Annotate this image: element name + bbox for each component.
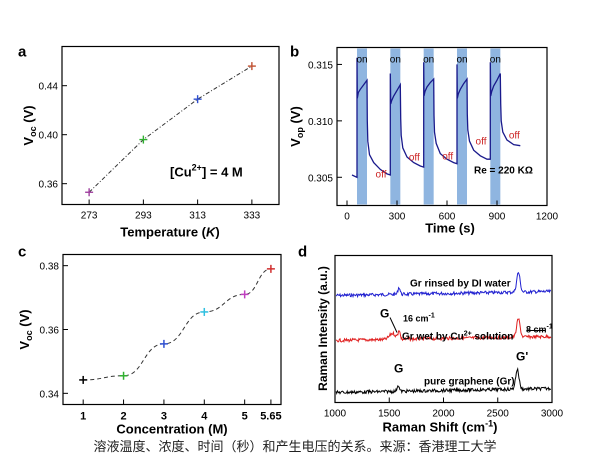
on-label: on	[423, 55, 434, 66]
panel-d-x-ticks: 1000 1500 2000 2500 3000	[324, 397, 564, 420]
panel-d-g-black: G	[394, 362, 403, 376]
panel-a-x-ticks: 273 293 313 333	[81, 199, 261, 222]
y-tick-label: 0.36	[40, 326, 60, 337]
panel-a: a 0.36 0.40 0.44 273 293 313 333 Voc (V) Temp…	[18, 44, 280, 240]
panel-d-y-axis-label: Raman Intensity (a.u.)	[316, 266, 330, 391]
x-tick-label: 5	[242, 411, 248, 423]
panel-d-x-axis-label: Raman Shift (cm-1)	[383, 419, 498, 435]
panel-a-y-axis-label: Voc (V)	[21, 105, 38, 145]
x-tick-label: 900	[489, 212, 506, 223]
x-tick-label: 1000	[324, 409, 347, 420]
panel-d-label: d	[298, 244, 307, 261]
panel-d-8cm: 8 cm-1	[526, 324, 553, 335]
panel-a-y-ticks: 0.36 0.40 0.44	[39, 82, 67, 191]
on-label: on	[490, 55, 501, 66]
x-tick-label: 600	[439, 212, 456, 223]
x-tick-label: 1200	[536, 212, 559, 223]
panel-d-16cm: 16 cm-1	[403, 313, 435, 324]
panel-b-on-bands	[357, 48, 501, 205]
x-tick-label: 273	[81, 211, 98, 222]
on-band	[457, 48, 467, 205]
on-band	[390, 48, 401, 205]
figure-caption: 溶液温度、浓度、时间（秒）和产生电压的关系。来源：香港理工大学	[93, 440, 497, 455]
panel-d-g-red: G	[380, 307, 389, 321]
x-tick-label: 293	[135, 211, 152, 222]
on-label: on	[356, 55, 367, 66]
y-tick-label: 0.36	[39, 180, 59, 191]
raman-spectrum	[335, 271, 551, 299]
y-tick-label: 0.310	[308, 117, 333, 128]
panel-a-plot	[85, 62, 256, 197]
panel-c-frame	[62, 253, 282, 406]
panel-b-resistance-label: Re = 220 KΩ	[474, 166, 533, 177]
panel-d-gprime-black: G'	[516, 350, 528, 364]
x-tick-label: 2	[120, 411, 126, 423]
x-tick-label: 3	[161, 411, 167, 423]
x-tick-label: 3000	[541, 409, 564, 420]
on-band	[490, 48, 501, 205]
panel-c-y-ticks: 0.34 0.36 0.38	[40, 262, 68, 400]
panel-a-annotation: [Cu2+] = 4 M	[170, 163, 243, 180]
panel-d: d 1000 1500 2000 2500 3000 Raman Intensity (…	[298, 244, 564, 435]
panel-b-x-axis-label: Time (s)	[425, 221, 475, 236]
x-tick-label: 2000	[432, 409, 455, 420]
panel-d-label-blue: Gr rinsed by DI water	[410, 279, 511, 290]
panel-a-label: a	[18, 44, 27, 61]
panel-c-y-axis-label: Voc (V)	[17, 309, 34, 349]
x-tick-label: 4	[201, 411, 208, 423]
y-tick-label: 0.40	[39, 131, 59, 142]
panel-d-label-red: Gr wet by Cu2+ solution	[402, 331, 513, 343]
panel-b-frame	[336, 46, 548, 207]
on-band	[357, 48, 367, 205]
off-label: off	[509, 131, 520, 142]
y-tick-label: 0.44	[39, 82, 59, 93]
panel-d-plot	[335, 271, 552, 395]
series-line	[88, 65, 253, 193]
off-label: off	[376, 170, 387, 181]
panel-a-x-axis-label: Temperature (K)	[120, 225, 219, 240]
off-label: off	[409, 153, 420, 164]
panel-a-frame	[61, 45, 280, 206]
x-tick-label: 2500	[487, 409, 510, 420]
x-tick-label: 1	[80, 411, 86, 423]
panel-b-y-ticks: 0.305 0.310 0.315	[308, 60, 342, 184]
panel-b-y-axis-label: Vop (V)	[288, 106, 305, 147]
panel-d-label-black: pure graphene (Gr)	[424, 377, 515, 388]
g-arrow	[389, 317, 398, 333]
raman-spectrum	[335, 318, 552, 344]
series-line	[83, 268, 271, 381]
y-tick-label: 0.315	[308, 60, 333, 71]
panel-b-plot	[351, 57, 521, 179]
y-tick-label: 0.305	[308, 173, 333, 184]
x-tick-label: 333	[244, 211, 261, 222]
x-tick-label: 313	[189, 211, 206, 222]
off-label: off	[476, 137, 487, 148]
panel-b-label: b	[290, 44, 299, 61]
x-tick-label: 5.65	[260, 411, 281, 423]
on-band	[423, 48, 434, 205]
on-label: on	[390, 55, 401, 66]
x-tick-label: 300	[389, 212, 406, 223]
panel-b-on-off-labels: on off on off on off on off on off	[356, 55, 520, 181]
y-tick-label: 0.34	[40, 389, 60, 400]
y-tick-label: 0.38	[40, 262, 60, 273]
panel-c-plot	[79, 264, 275, 384]
raman-spectrum	[335, 366, 552, 395]
off-label: off	[442, 152, 453, 163]
panel-b-x-ticks: 0 300 600 900 1200	[344, 200, 559, 223]
panel-c-x-axis-label: Concentration (M)	[116, 422, 227, 437]
panel-c-label: c	[18, 244, 26, 261]
panel-c: c 0.34 0.36 0.38 1 2 3 4 5 5.65 Voc (V) Concent…	[17, 244, 282, 437]
on-label: on	[456, 55, 467, 66]
voltage-trace	[351, 57, 521, 179]
x-tick-label: 0	[344, 212, 350, 223]
panel-c-x-ticks: 1 2 3 4 5 5.65	[80, 399, 282, 423]
x-tick-label: 1500	[378, 409, 401, 420]
